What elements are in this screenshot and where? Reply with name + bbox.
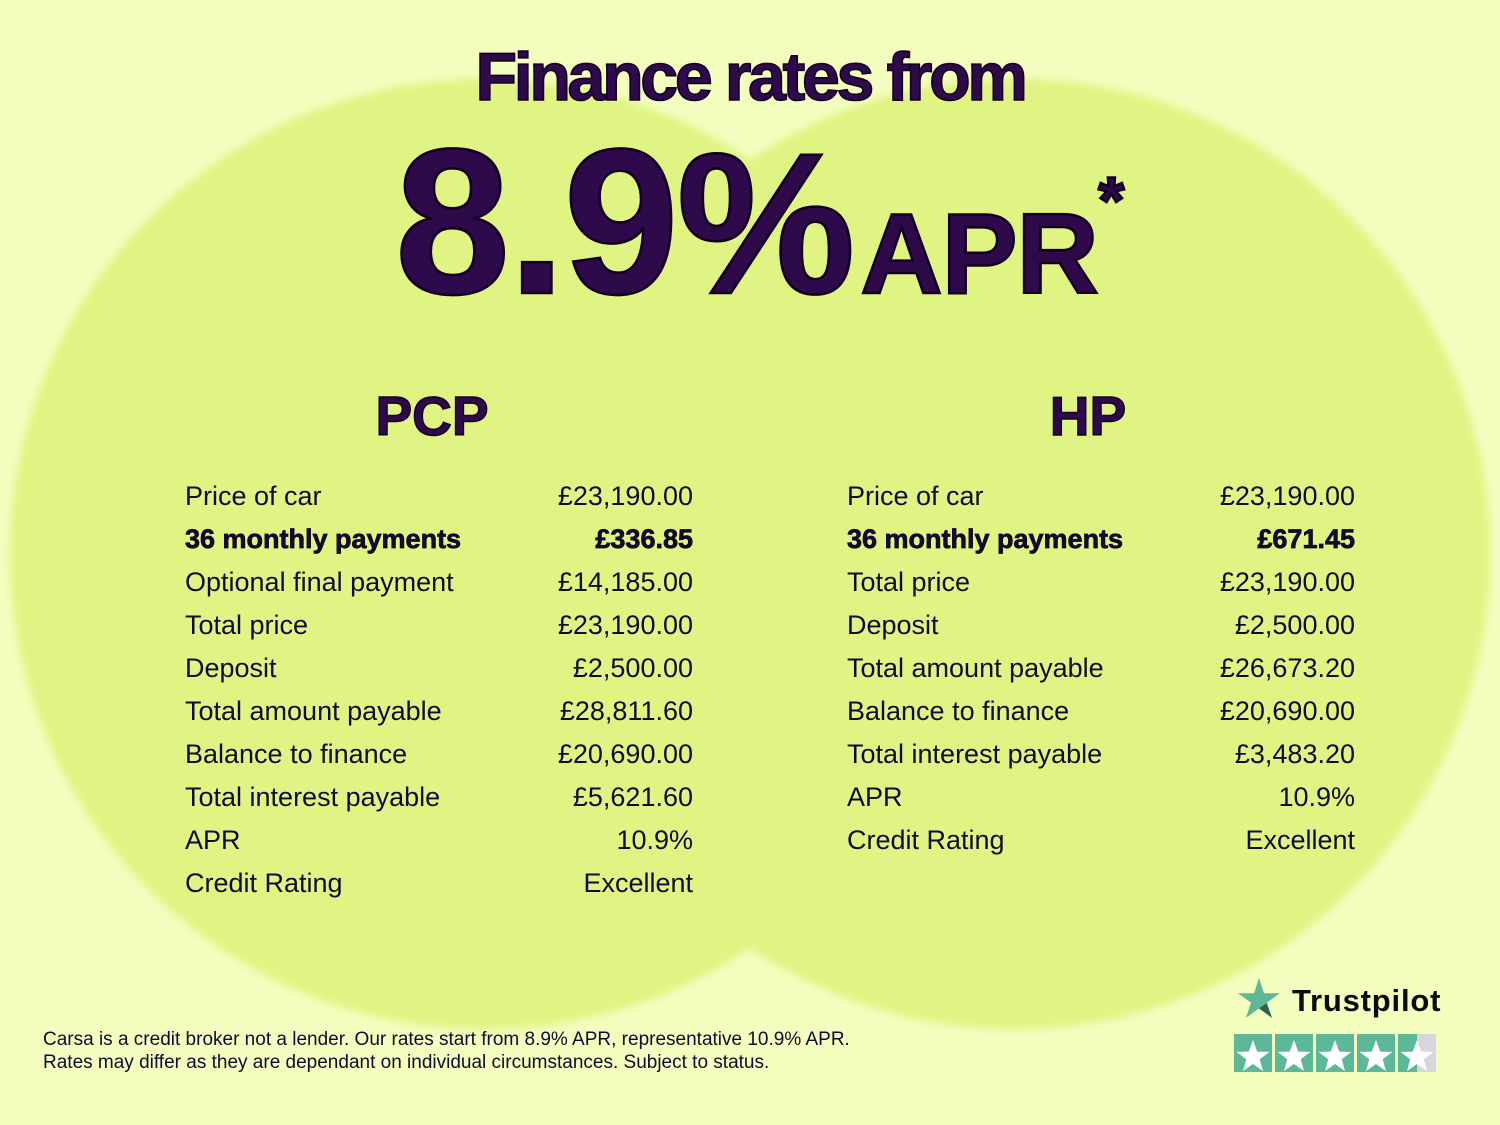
svg-text:Trustpilot: Trustpilot — [1292, 983, 1441, 1018]
